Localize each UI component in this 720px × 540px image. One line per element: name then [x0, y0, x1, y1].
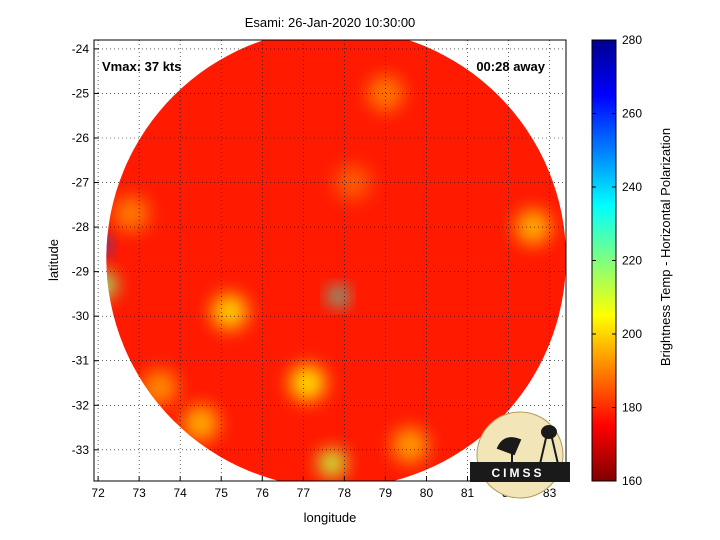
feature-blob-3: [318, 449, 347, 478]
feature-blob-11: [367, 75, 404, 112]
y-tick-label: -27: [72, 176, 90, 190]
colorbar-tick-label: 260: [622, 107, 642, 121]
y-tick-label: -26: [72, 131, 90, 145]
logo-tower-icon: [539, 425, 559, 465]
feature-blob-2: [106, 271, 117, 299]
feature-blob-10: [112, 195, 149, 232]
feature-blob-7: [182, 405, 219, 442]
x-tick-label: 74: [174, 486, 188, 500]
chart-title: Esami: 26-Jan-2020 10:30:00: [245, 15, 416, 30]
swath-disc: [106, 40, 566, 481]
logo-text: CIMSS: [491, 466, 544, 480]
y-tick-label: -32: [72, 398, 90, 412]
feature-blob-5: [289, 365, 326, 401]
y-axis-title: latitude: [46, 239, 61, 281]
vmax-label: Vmax: 37 kts: [102, 59, 182, 74]
plot-frame: [93, 39, 567, 482]
colorbar-tick-label: 280: [622, 33, 642, 47]
x-tick-label: 79: [379, 486, 393, 500]
y-tick-label: -29: [72, 265, 90, 279]
y-tick-label: -28: [72, 220, 90, 234]
colorbar-title: Brightness Temp - Horizontal Polarizatio…: [658, 128, 673, 366]
feature-blob-0: [329, 287, 348, 306]
grid-lines: [94, 40, 566, 481]
time-away-label: 00:28 away: [476, 59, 545, 74]
colorbar-tick-label: 160: [622, 474, 642, 488]
y-tick-label: -31: [72, 354, 90, 368]
x-tick-label: 80: [420, 486, 434, 500]
x-tick-label: 81: [461, 486, 475, 500]
colorbar-tick-label: 240: [622, 180, 642, 194]
x-tick-label: 73: [132, 486, 146, 500]
feature-layer: [106, 75, 552, 478]
y-tick-label: -33: [72, 443, 90, 457]
colorbar: 160 180 200 220 240 260 280 Brightness Temp - …: [591, 33, 673, 488]
colorbar-ticks: 160 180 200 220 240 260 280: [592, 33, 642, 488]
plot-area: 727374757677787980818283 -24-25-26-27-28…: [72, 39, 570, 500]
colorbar-tick-label: 200: [622, 327, 642, 341]
feature-blob-4: [211, 293, 248, 330]
y-tick-label: -30: [72, 309, 90, 323]
logo-dish-icon: [496, 437, 522, 462]
logo-sun: [476, 411, 564, 499]
x-tick-label: 75: [215, 486, 229, 500]
x-tick-label: 78: [338, 486, 352, 500]
x-tick-label: 72: [91, 486, 105, 500]
y-tick-label: -24: [72, 42, 90, 56]
colorbar-tick-label: 180: [622, 401, 642, 415]
feature-blob-6: [515, 209, 552, 246]
y-axis: -24 -25 -26 -27 -28 -29 -30 -31 -32 -33: [72, 42, 99, 457]
y-tick-label: -25: [72, 86, 90, 100]
logo-ground: [470, 462, 570, 482]
feature-blob-12: [334, 164, 371, 201]
feature-blob-9: [392, 427, 429, 464]
x-axis-title: longitude: [304, 510, 357, 525]
colorbar-tick-label: 220: [622, 254, 642, 268]
x-tick-label: 76: [256, 486, 270, 500]
x-tick-label: 77: [297, 486, 311, 500]
cimss-logo: CIMSS: [470, 411, 570, 499]
